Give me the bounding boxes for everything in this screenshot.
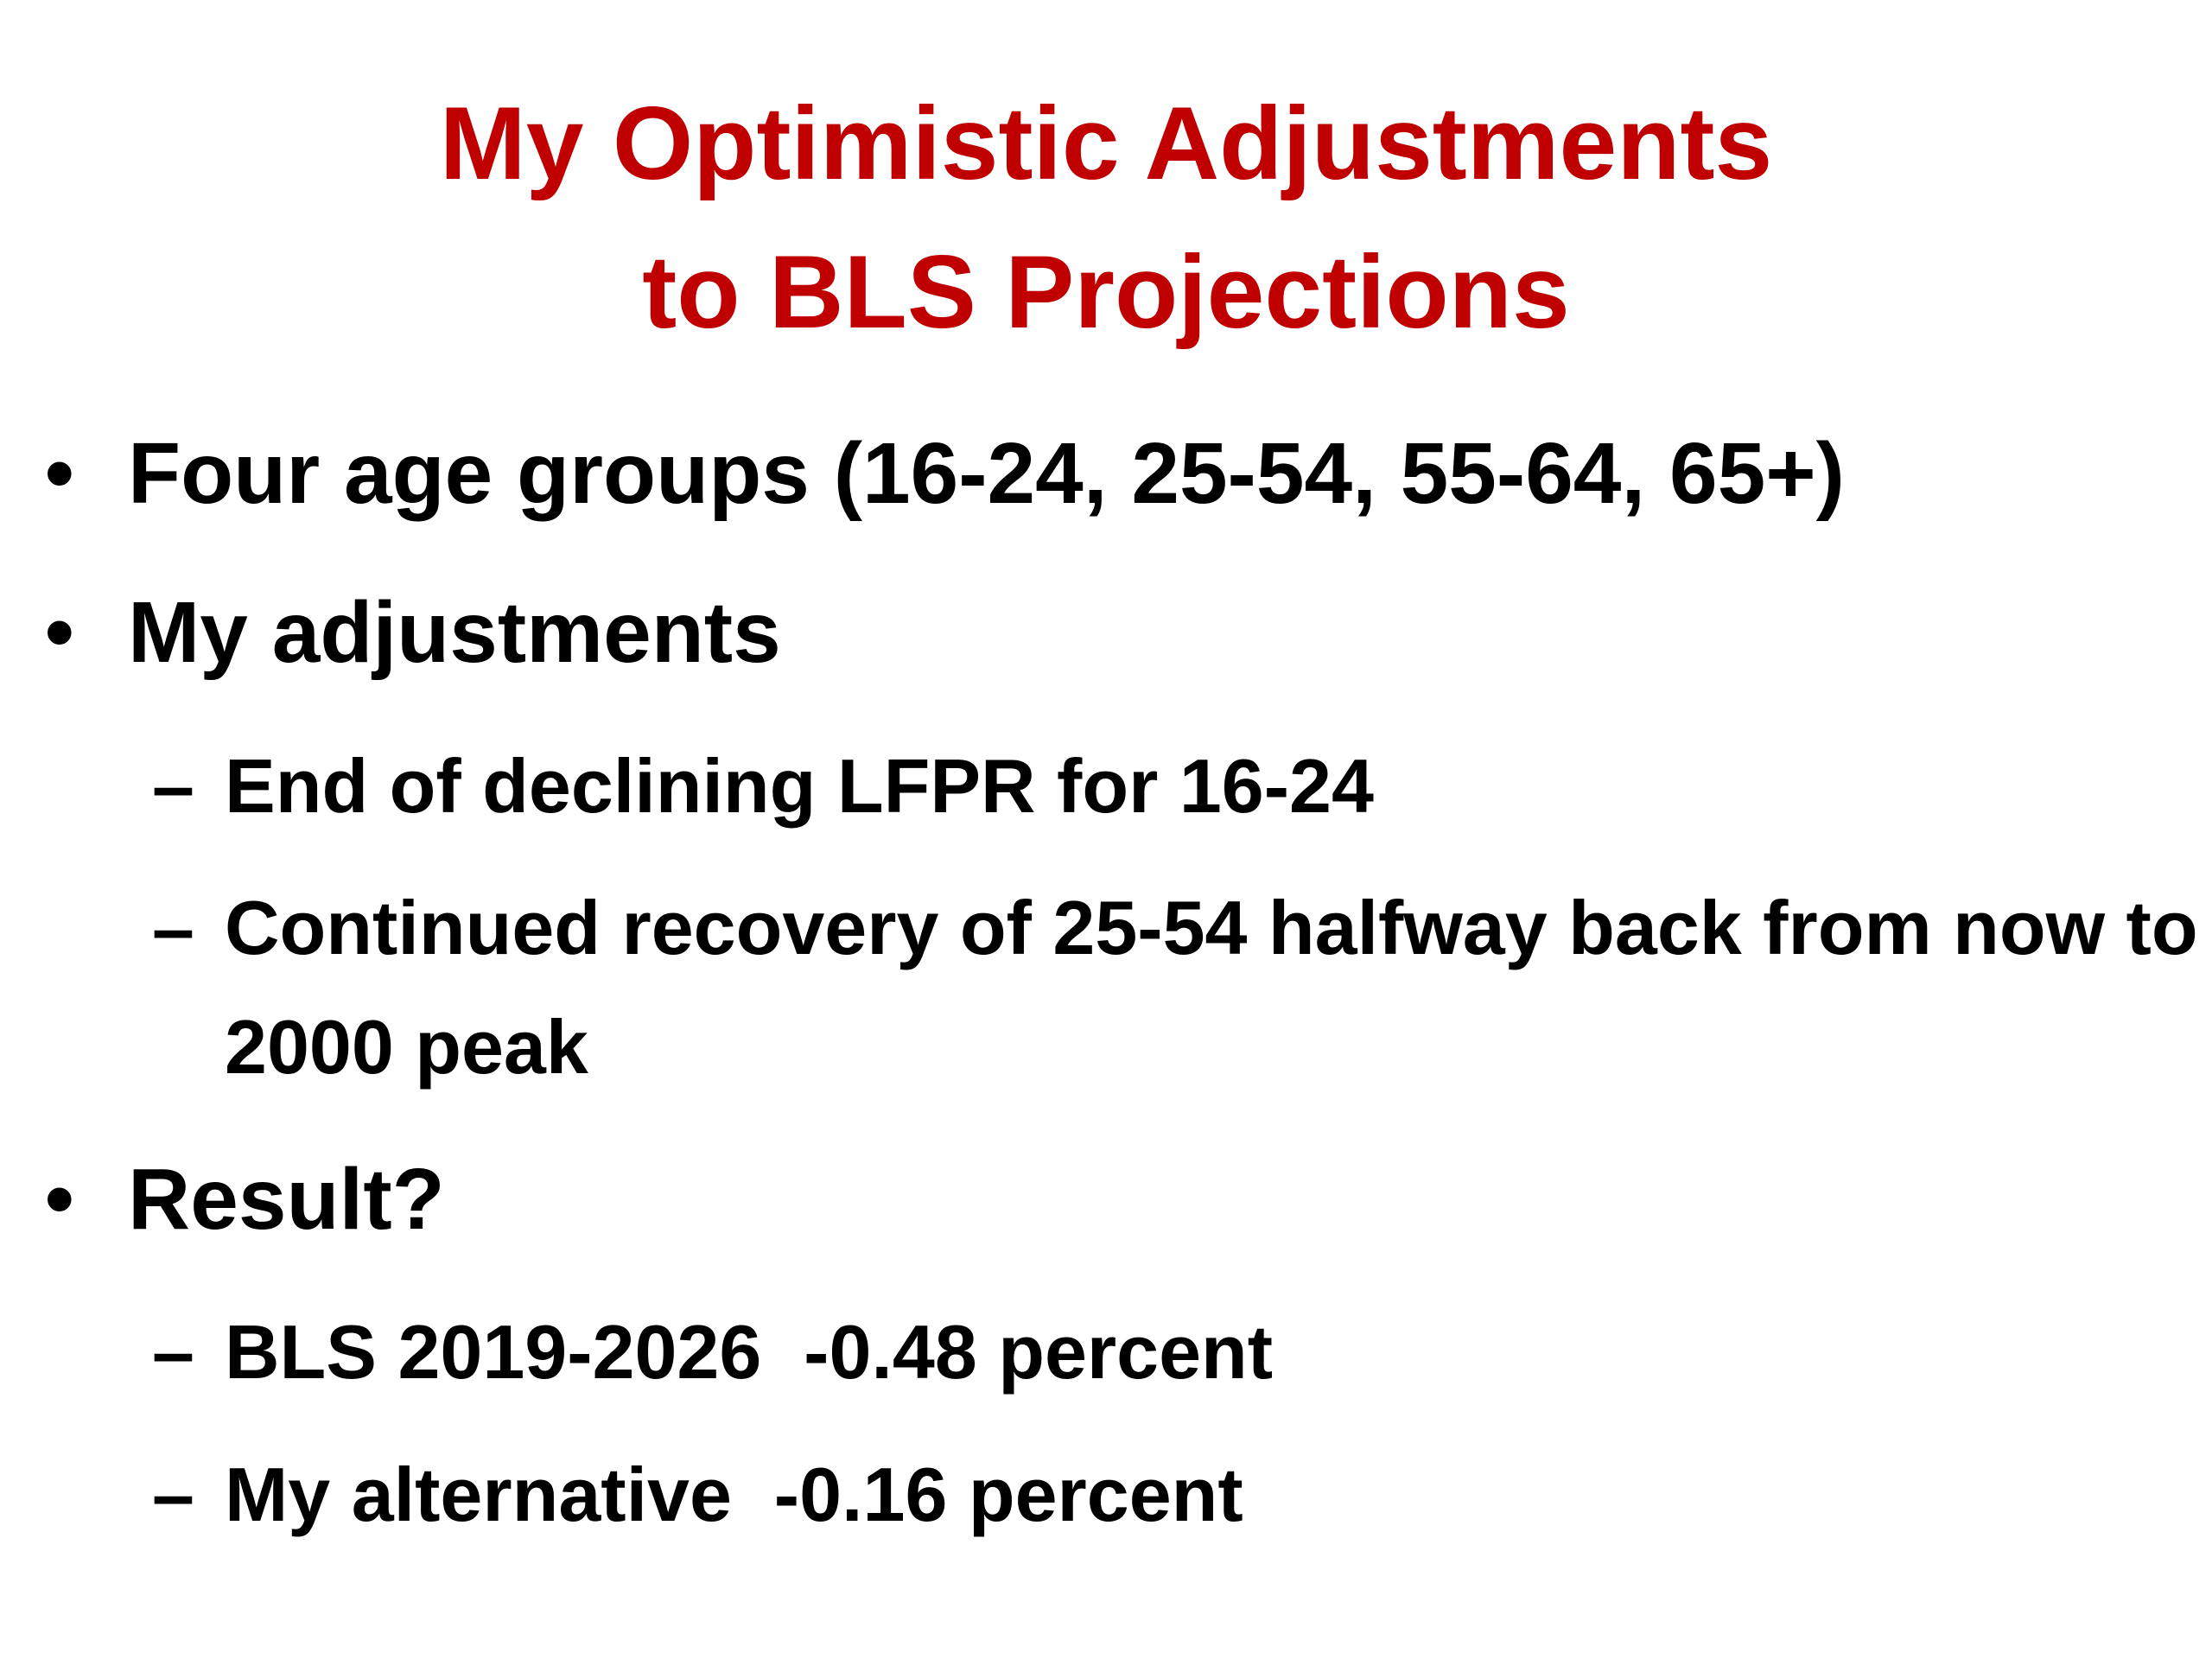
bullet-text: Four age groups (16-24, 25-54, 55-64, 65… xyxy=(128,425,1845,522)
sub-bullet-text: Continued recovery of 25-54 halfway back… xyxy=(225,885,2198,1090)
title-line-1: My Optimistic Adjustments xyxy=(439,86,1773,201)
bullet-marker: • xyxy=(45,586,74,678)
sub-bullet-text: BLS 2019-2026 -0.48 percent xyxy=(225,1309,1274,1395)
sub-bullet-text: End of declining LFPR for 16-24 xyxy=(225,743,1374,829)
dash-marker: – xyxy=(152,886,194,971)
bullet-text: Result? xyxy=(128,1151,445,1248)
title-line-2: to BLS Projections xyxy=(642,234,1570,350)
bullet-text: My adjustments xyxy=(128,584,781,681)
sub-bullet-text: My alternative -0.16 percent xyxy=(225,1452,1243,1537)
slide-title: My Optimistic Adjustments to BLS Project… xyxy=(0,69,2212,366)
dash-marker: – xyxy=(152,1309,194,1395)
bullet-marker: • xyxy=(45,427,74,519)
bullet-marker: • xyxy=(45,1153,74,1245)
dash-marker: – xyxy=(152,1452,194,1537)
dash-marker: – xyxy=(152,743,194,829)
